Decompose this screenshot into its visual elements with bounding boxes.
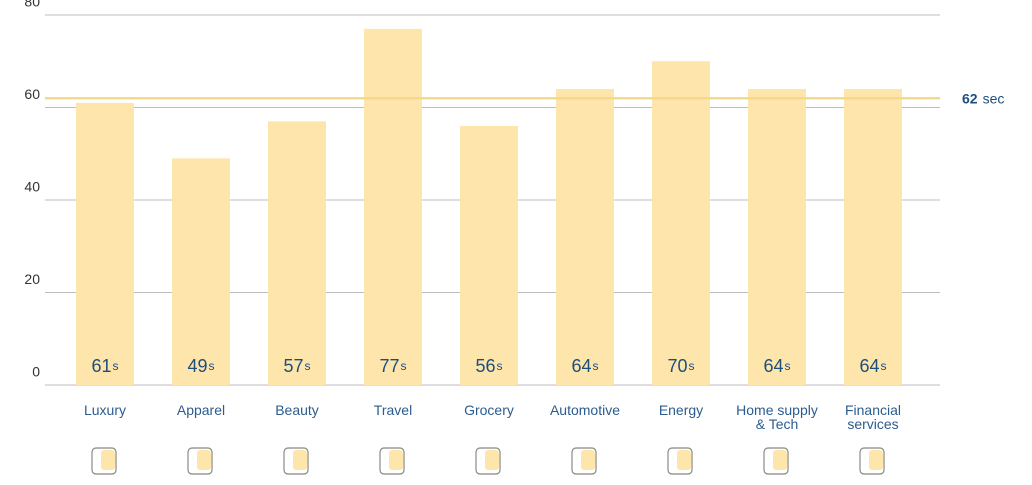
- icon-outline: [187, 447, 213, 475]
- category-icon: [91, 447, 117, 475]
- x-tick-label: Beauty: [275, 402, 319, 418]
- bar: [172, 158, 230, 385]
- icon-outline: [379, 447, 405, 475]
- value-number: 70: [667, 356, 687, 376]
- x-tick-label: Financial services: [844, 402, 902, 432]
- icon-accent: [677, 450, 691, 470]
- value-unit: s: [305, 359, 311, 373]
- value-label: 49s: [187, 356, 214, 376]
- reference-unit: sec: [983, 90, 1005, 106]
- bar: [748, 89, 806, 385]
- x-tick-label: Automotive: [549, 402, 621, 418]
- reference-value: 62: [962, 90, 978, 106]
- category-icon: [571, 447, 597, 475]
- value-number: 57: [283, 356, 303, 376]
- reference-label: 62 sec: [962, 90, 1004, 106]
- icon-accent: [773, 450, 787, 470]
- icon-outline: [571, 447, 597, 475]
- x-tick-label: Home supply & Tech: [736, 402, 818, 432]
- y-tick-label: 0: [32, 364, 40, 380]
- category-icon: [283, 447, 309, 475]
- x-tick-label: Grocery: [464, 402, 514, 418]
- category-icon: [379, 447, 405, 475]
- bar: [364, 28, 422, 385]
- bar: [76, 102, 134, 385]
- x-tick-label: Apparel: [176, 402, 226, 418]
- y-tick-label: 80: [24, 0, 40, 10]
- category-icon: [763, 447, 789, 475]
- y-tick-label: 60: [24, 86, 40, 102]
- icon-outline: [475, 447, 501, 475]
- x-tick-label: Luxury: [83, 402, 127, 418]
- icon-accent: [101, 450, 115, 470]
- value-number: 64: [571, 356, 591, 376]
- x-tick-label: Travel: [373, 402, 413, 418]
- value-label: 77s: [379, 356, 406, 376]
- value-unit: s: [785, 359, 791, 373]
- value-label: 56s: [475, 356, 502, 376]
- category-icon: [859, 447, 885, 475]
- category-icon: [475, 447, 501, 475]
- y-tick-label: 20: [24, 271, 40, 287]
- value-unit: s: [689, 359, 695, 373]
- icon-outline: [763, 447, 789, 475]
- value-label: 64s: [859, 356, 886, 376]
- value-unit: s: [497, 359, 503, 373]
- bar: [460, 126, 518, 385]
- category-icon: [667, 447, 693, 475]
- icon-outline: [859, 447, 885, 475]
- value-unit: s: [593, 359, 599, 373]
- bar: [556, 89, 614, 385]
- bar: [652, 61, 710, 385]
- value-number: 49: [187, 356, 207, 376]
- icon-accent: [581, 450, 595, 470]
- value-label: 61s: [91, 356, 118, 376]
- value-label: 70s: [667, 356, 694, 376]
- value-unit: s: [881, 359, 887, 373]
- value-number: 64: [859, 356, 879, 376]
- icon-outline: [91, 447, 117, 475]
- value-number: 64: [763, 356, 783, 376]
- x-tick-label: Energy: [658, 402, 704, 418]
- icon-outline: [283, 447, 309, 475]
- value-label: 57s: [283, 356, 310, 376]
- value-number: 77: [379, 356, 399, 376]
- icon-accent: [485, 450, 499, 470]
- bar: [268, 121, 326, 385]
- value-number: 56: [475, 356, 495, 376]
- value-number: 61: [91, 356, 111, 376]
- icon-outline: [667, 447, 693, 475]
- bar: [844, 89, 902, 385]
- value-label: 64s: [571, 356, 598, 376]
- value-unit: s: [113, 359, 119, 373]
- icon-accent: [389, 450, 403, 470]
- category-icon: [187, 447, 213, 475]
- icon-accent: [869, 450, 883, 470]
- value-unit: s: [209, 359, 215, 373]
- value-unit: s: [401, 359, 407, 373]
- icon-accent: [197, 450, 211, 470]
- y-tick-label: 40: [24, 179, 40, 195]
- value-label: 64s: [763, 356, 790, 376]
- icon-accent: [293, 450, 307, 470]
